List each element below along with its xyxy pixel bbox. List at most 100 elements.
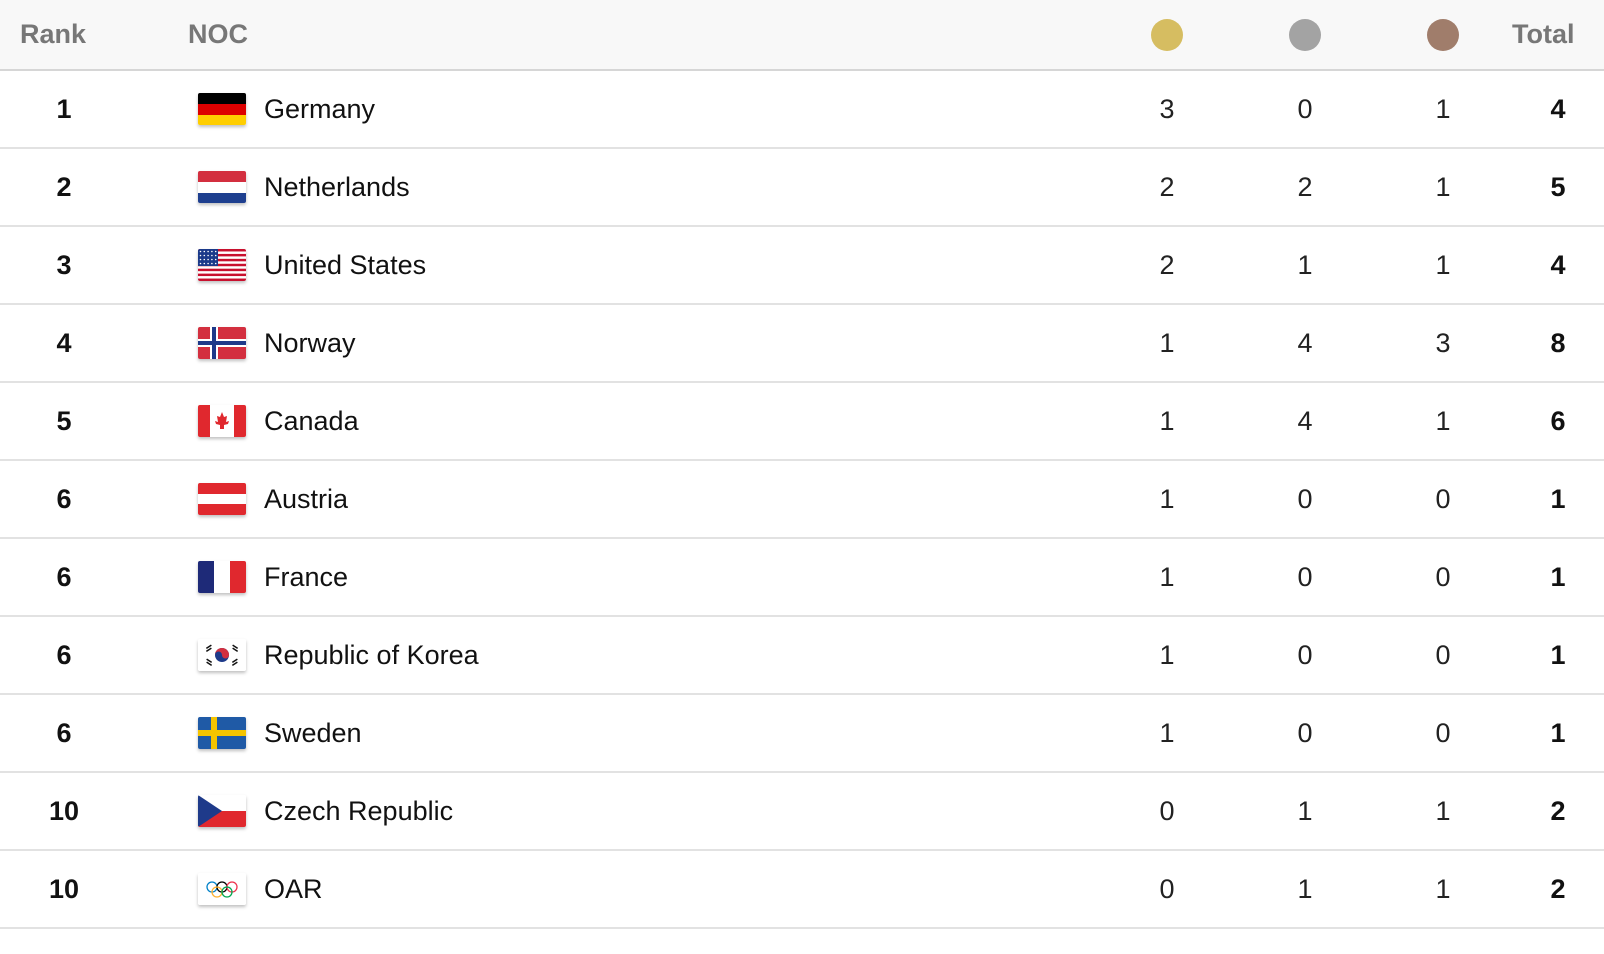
noc-cell: Republic of Korea <box>128 616 1098 694</box>
table-row[interactable]: 6 Republic of Korea 1 0 0 1 <box>0 616 1604 694</box>
germany-flag-icon <box>198 93 246 125</box>
silver-count: 1 <box>1297 873 1313 904</box>
netherlands-flag-icon <box>198 171 246 203</box>
medal-table: Rank NOC Total 1 Germany 3 0 1 4 2 Nethe… <box>0 0 1604 928</box>
noc-cell: OAR <box>128 850 1098 928</box>
bronze-count: 1 <box>1435 873 1451 904</box>
table-row[interactable]: 1 Germany 3 0 1 4 <box>0 70 1604 148</box>
country-name[interactable]: Germany <box>264 93 376 124</box>
norway-flag-icon <box>198 327 246 359</box>
country-name[interactable]: Czech Republic <box>264 795 454 826</box>
bronze-header[interactable] <box>1374 0 1512 71</box>
rank-cell: 2 <box>56 171 72 202</box>
gold-count: 1 <box>1159 561 1175 592</box>
total-count: 1 <box>1550 717 1566 748</box>
header-row: Rank NOC Total <box>0 0 1604 71</box>
country-name[interactable]: France <box>264 561 349 592</box>
silver-count: 0 <box>1297 561 1313 592</box>
silver-count: 0 <box>1297 717 1313 748</box>
country-name[interactable]: Sweden <box>264 717 362 748</box>
country-name[interactable]: Canada <box>264 405 359 436</box>
gold-count: 1 <box>1159 717 1175 748</box>
bronze-count: 0 <box>1435 717 1451 748</box>
olympic-rings-flag-icon <box>198 873 246 905</box>
silver-medal-icon <box>1289 18 1321 51</box>
country-name[interactable]: Netherlands <box>264 171 410 202</box>
total-count: 4 <box>1550 249 1566 280</box>
sweden-flag-icon <box>198 717 246 749</box>
gold-medal-icon <box>1151 18 1183 51</box>
noc-cell: Germany <box>128 70 1098 148</box>
bronze-count: 0 <box>1435 639 1451 670</box>
gold-header[interactable] <box>1098 0 1236 71</box>
gold-count: 1 <box>1159 327 1175 358</box>
silver-count: 0 <box>1297 93 1313 124</box>
total-count: 8 <box>1550 327 1566 358</box>
noc-cell: Czech Republic <box>128 772 1098 850</box>
austria-flag-icon <box>198 483 246 515</box>
noc-cell: Austria <box>128 460 1098 538</box>
total-count: 2 <box>1550 795 1566 826</box>
total-count: 1 <box>1550 639 1566 670</box>
canada-flag-icon <box>198 405 246 437</box>
czech-flag-icon <box>198 795 246 827</box>
bronze-count: 1 <box>1435 93 1451 124</box>
rank-cell: 10 <box>48 873 80 904</box>
rank-header[interactable]: Rank <box>0 0 128 71</box>
total-count: 1 <box>1550 483 1566 514</box>
country-name[interactable]: OAR <box>264 873 323 904</box>
noc-header[interactable]: NOC <box>128 0 1098 71</box>
gold-count: 3 <box>1159 93 1175 124</box>
total-count: 5 <box>1550 171 1566 202</box>
noc-cell: Netherlands <box>128 148 1098 226</box>
silver-count: 4 <box>1297 327 1313 358</box>
gold-count: 1 <box>1159 483 1175 514</box>
gold-count: 2 <box>1159 249 1175 280</box>
silver-count: 1 <box>1297 249 1313 280</box>
bronze-count: 1 <box>1435 171 1451 202</box>
country-name[interactable]: United States <box>264 249 427 280</box>
silver-count: 0 <box>1297 639 1313 670</box>
country-name[interactable]: Norway <box>264 327 356 358</box>
noc-cell: Norway <box>128 304 1098 382</box>
country-name[interactable]: Republic of Korea <box>264 639 479 670</box>
silver-header[interactable] <box>1236 0 1374 71</box>
gold-count: 1 <box>1159 405 1175 436</box>
gold-count: 1 <box>1159 639 1175 670</box>
bronze-count: 0 <box>1435 483 1451 514</box>
silver-count: 2 <box>1297 171 1313 202</box>
country-name[interactable]: Austria <box>264 483 349 514</box>
table-row[interactable]: 6 France 1 0 0 1 <box>0 538 1604 616</box>
rank-cell: 6 <box>56 483 72 514</box>
bronze-count: 1 <box>1435 405 1451 436</box>
rank-cell: 4 <box>56 327 72 358</box>
total-count: 6 <box>1550 405 1566 436</box>
table-row[interactable]: 6 Sweden 1 0 0 1 <box>0 694 1604 772</box>
table-row[interactable]: 4 Norway 1 4 3 8 <box>0 304 1604 382</box>
total-count: 1 <box>1550 561 1566 592</box>
bronze-count: 1 <box>1435 795 1451 826</box>
total-header[interactable]: Total <box>1512 0 1604 71</box>
rank-cell: 5 <box>56 405 72 436</box>
table-row[interactable]: 3 United States 2 1 1 4 <box>0 226 1604 304</box>
total-count: 4 <box>1550 93 1566 124</box>
table-row[interactable]: 10 OAR 0 1 1 2 <box>0 850 1604 928</box>
table-row[interactable]: 2 Netherlands 2 2 1 5 <box>0 148 1604 226</box>
silver-count: 4 <box>1297 405 1313 436</box>
bronze-count: 1 <box>1435 249 1451 280</box>
korea-flag-icon <box>198 639 246 671</box>
rank-cell: 1 <box>56 93 72 124</box>
bronze-medal-icon <box>1427 18 1459 51</box>
gold-count: 0 <box>1159 873 1175 904</box>
noc-cell: France <box>128 538 1098 616</box>
table-row[interactable]: 5 Canada 1 4 1 6 <box>0 382 1604 460</box>
rank-cell: 3 <box>56 249 72 280</box>
rank-cell: 6 <box>56 639 72 670</box>
noc-cell: Sweden <box>128 694 1098 772</box>
rank-cell: 6 <box>56 561 72 592</box>
table-row[interactable]: 10 Czech Republic 0 1 1 2 <box>0 772 1604 850</box>
rank-cell: 6 <box>56 717 72 748</box>
bronze-count: 3 <box>1435 327 1451 358</box>
france-flag-icon <box>198 561 246 593</box>
table-row[interactable]: 6 Austria 1 0 0 1 <box>0 460 1604 538</box>
